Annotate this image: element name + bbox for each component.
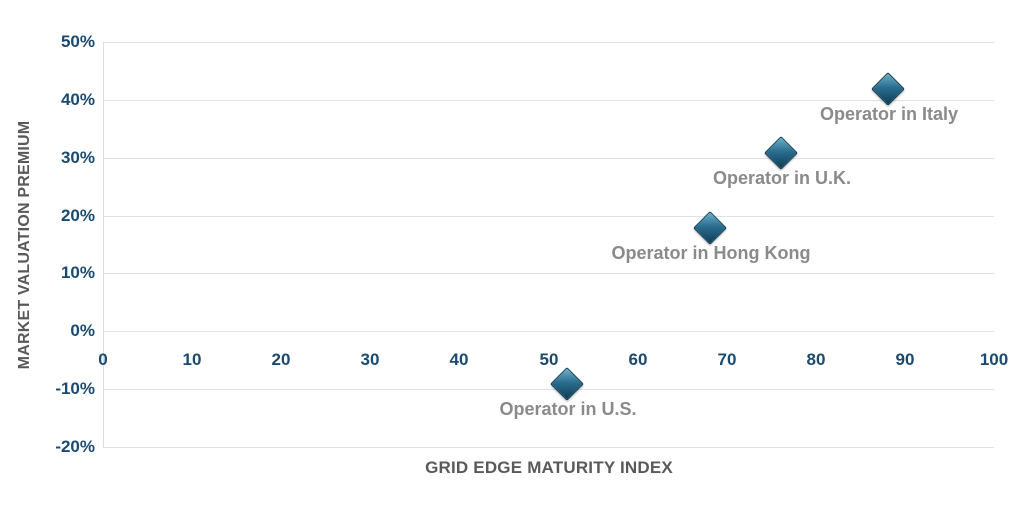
y-axis-line — [103, 42, 104, 447]
x-axis-title: GRID EDGE MATURITY INDEX — [425, 458, 673, 477]
data-point-marker — [764, 136, 798, 170]
x-tick-label: 40 — [449, 350, 469, 369]
gridline-y-0 — [103, 331, 994, 332]
y-tick-label: 30% — [60, 148, 95, 167]
data-point-label: Operator in U.S. — [499, 399, 637, 419]
x-tick-label: 90 — [895, 350, 915, 369]
x-tick-label: 20 — [271, 350, 291, 369]
x-tick-label: 80 — [806, 350, 826, 369]
y-tick-label: 0% — [70, 321, 95, 340]
x-tick-label: 100 — [979, 350, 1009, 369]
gridline-y-40 — [103, 100, 994, 101]
x-tick-label: 0 — [98, 350, 108, 369]
gridline-y-50 — [103, 42, 994, 43]
gridline-y-10 — [103, 273, 994, 274]
data-point-label: Operator in Hong Kong — [611, 243, 811, 263]
y-tick-label: 10% — [60, 263, 95, 282]
y-tick-label: 50% — [60, 32, 95, 51]
gridline-y--20 — [103, 447, 994, 448]
x-tick-label: 10 — [182, 350, 202, 369]
x-tick-label: 70 — [717, 350, 737, 369]
y-tick-label: 40% — [60, 90, 95, 109]
y-tick-label: -20% — [55, 437, 95, 456]
data-point-marker — [550, 367, 584, 401]
data-point-label: Operator in Italy — [819, 104, 959, 124]
data-point-label: Operator in U.K. — [712, 168, 852, 188]
gridline-y-30 — [103, 158, 994, 159]
y-tick-label: -10% — [55, 379, 95, 398]
x-tick-label: 50 — [539, 350, 559, 369]
y-tick-label: 20% — [60, 206, 95, 225]
gridline-y-20 — [103, 216, 994, 217]
x-tick-label: 30 — [360, 350, 380, 369]
x-tick-label: 60 — [628, 350, 648, 369]
gridline-y--10 — [103, 389, 994, 390]
